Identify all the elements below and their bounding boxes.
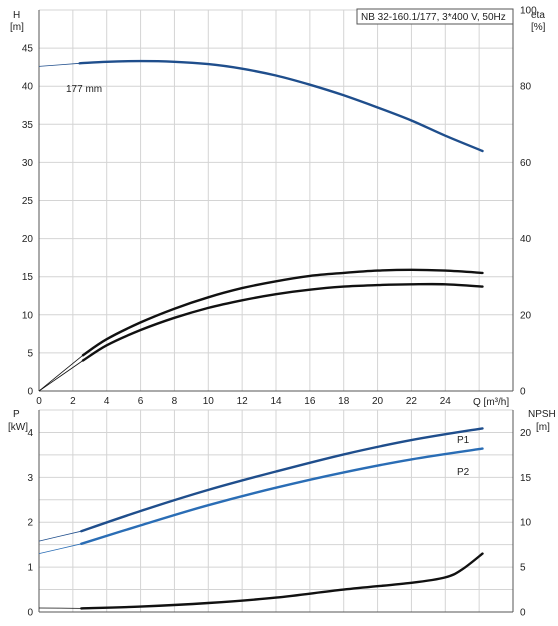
x-tick-label: 24: [440, 396, 452, 407]
x-tick-label: 4: [104, 396, 110, 407]
bottom-right-tick-label: 20: [520, 428, 532, 439]
top-left-axis-unit: [m]: [10, 22, 24, 33]
top-right-tick-label: 0: [520, 387, 526, 398]
head-curve: [78, 59, 484, 153]
bottom-left-axis-unit: [kW]: [8, 422, 28, 433]
x-tick-label: 8: [172, 396, 178, 407]
top-left-tick-label: 0: [27, 387, 33, 398]
efficiency-curve-lower-extrapolation: [38, 360, 84, 392]
bottom-left-tick-label: 0: [27, 608, 33, 619]
top-left-tick-label: 45: [22, 44, 34, 55]
axes: [38, 10, 514, 613]
top-left-axis-symbol: H: [13, 10, 20, 21]
bottom-right-tick-label: 15: [520, 473, 532, 484]
efficiency-curve-upper: [81, 268, 484, 357]
power-p1-curve-extrapolation: [38, 530, 82, 542]
top-left-tick-label: 5: [27, 348, 33, 359]
bottom-left-tick-label: 1: [27, 563, 33, 574]
bottom-right-tick-label: 0: [520, 608, 526, 619]
x-axis-label: Q [m³/h]: [473, 397, 509, 408]
top-right-tick-label: 80: [520, 82, 532, 93]
chart-title: NB 32-160.1/177, 3*400 V, 50Hz: [361, 12, 506, 23]
x-tick-label: 16: [304, 396, 316, 407]
head-curve-extrapolation: [38, 62, 80, 67]
top-left-tick-label: 25: [22, 196, 34, 207]
top-right-axis-unit: [%]: [531, 22, 546, 33]
x-tick-label: 12: [237, 396, 249, 407]
x-tick-label: 18: [338, 396, 350, 407]
power-p2-curve-extrapolation: [38, 543, 82, 554]
p2-curve-label: P2: [457, 467, 470, 478]
bottom-right-tick-label: 10: [520, 518, 532, 529]
bottom-left-tick-label: 4: [27, 428, 33, 439]
top-right-tick-label: 20: [520, 310, 532, 321]
bottom-chart-grid: [38, 409, 514, 613]
tick-labels: 0 2 4 6 8 10 12 14 16 18 20 22 240510152025303540450…: [22, 6, 537, 619]
top-left-tick-label: 40: [22, 82, 34, 93]
efficiency-curve-lower: [81, 282, 484, 362]
efficiency-curve-upper-extrapolation: [38, 354, 84, 392]
bottom-left-axis-symbol: P: [13, 409, 20, 420]
top-right-tick-label: 60: [520, 158, 532, 169]
top-left-tick-label: 35: [22, 120, 34, 131]
x-tick-label: 22: [406, 396, 418, 407]
top-right-tick-label: 40: [520, 234, 532, 245]
chart-title-box: [356, 8, 514, 25]
top-chart-grid: [38, 9, 514, 392]
top-right-axis-symbol: eta: [531, 10, 545, 21]
bottom-right-axis-unit: [m]: [536, 422, 550, 433]
top-right-tick-label: 100: [520, 6, 537, 17]
p1-curve-label: P1: [457, 435, 470, 446]
x-tick-label: 20: [372, 396, 384, 407]
bottom-left-tick-label: 3: [27, 473, 33, 484]
series-lines: [38, 59, 484, 610]
impeller-size-label: 177 mm: [66, 84, 102, 95]
bottom-left-tick-label: 2: [27, 518, 33, 529]
x-tick-label: 0: [36, 396, 42, 407]
power-p1-curve: [80, 427, 484, 533]
npsh-curve: [80, 552, 484, 610]
top-left-tick-label: 10: [22, 310, 34, 321]
x-tick-label: 2: [70, 396, 76, 407]
x-tick-label: 10: [203, 396, 215, 407]
top-left-tick-label: 15: [22, 272, 34, 283]
bottom-right-axis-symbol: NPSH: [528, 409, 556, 420]
x-tick-label: 14: [270, 396, 282, 407]
top-left-tick-label: 30: [22, 158, 34, 169]
bottom-right-tick-label: 5: [520, 563, 526, 574]
x-tick-label: 6: [138, 396, 144, 407]
top-left-tick-label: 20: [22, 234, 34, 245]
power-p2-curve: [80, 447, 484, 545]
